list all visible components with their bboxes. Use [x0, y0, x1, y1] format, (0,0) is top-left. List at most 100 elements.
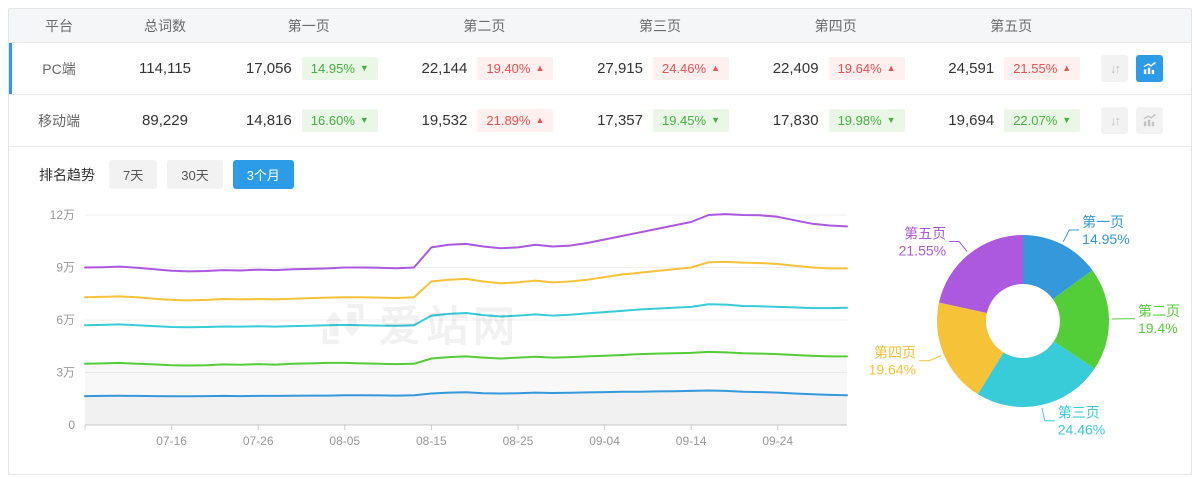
page-count: 19,694	[948, 112, 995, 129]
page2-cell: 19,532 21.89% ▲	[397, 109, 573, 132]
trend-line-chart: 0 3万 6万 9万 12万 07-16 07-26 08-05 08-15 08-25 09-04…	[50, 208, 848, 448]
table-row-pc[interactable]: PC端 114,115 17,056 14.95% ▼ 22,144 19.40%…	[9, 43, 1191, 95]
change-badge: 24.46% ▲	[652, 57, 729, 80]
row-actions: ↓↑	[1099, 107, 1191, 134]
page2-cell: 22,144 19.40% ▲	[397, 57, 573, 80]
col-page3: 第三页	[638, 17, 681, 34]
change-arrow-icon: ▼	[886, 115, 896, 125]
total-words-value: 89,229	[142, 112, 188, 129]
change-badge: 19.64% ▲	[828, 57, 905, 80]
page-share-donut-wrap: 第一页 14.95% 第二页 19.4% 第三页 24.46% 第四页 19.64% 第五页 21…	[853, 197, 1185, 468]
change-pct: 19.45%	[661, 113, 707, 128]
table-row-mobile[interactable]: 移动端 89,229 14,816 16.60% ▼ 19,532 21.89% ▲…	[9, 95, 1191, 147]
svg-text:9万: 9万	[56, 261, 75, 275]
col-page4: 第四页	[814, 17, 857, 34]
svg-text:24.46%: 24.46%	[1058, 422, 1105, 438]
bar-trend-icon	[1143, 61, 1156, 75]
keyword-rank-page: 平台 总词数 第一页 第二页 第三页 第四页 第五页 PC端 114,115 1…	[0, 8, 1200, 477]
svg-text:09-04: 09-04	[589, 434, 620, 448]
change-arrow-icon: ▼	[359, 115, 369, 125]
svg-text:07-26: 07-26	[243, 434, 274, 448]
change-pct: 24.46%	[661, 61, 707, 76]
row-actions: ↓↑	[1099, 55, 1191, 82]
svg-text:3万: 3万	[56, 366, 75, 380]
trend-line-chart-wrap: 0 3万 6万 9万 12万 07-16 07-26 08-05 08-15 08-25 09-04…	[23, 197, 853, 468]
page3-cell: 17,357 19.45% ▼	[572, 109, 748, 132]
col-page2: 第二页	[463, 17, 506, 34]
col-page5: 第五页	[990, 17, 1033, 34]
svg-text:08-15: 08-15	[416, 434, 447, 448]
trend-chart-icon[interactable]	[1136, 55, 1163, 82]
page-count: 19,532	[421, 112, 468, 129]
rank-panel: 平台 总词数 第一页 第二页 第三页 第四页 第五页 PC端 114,115 1…	[8, 8, 1192, 475]
trend-section: 排名趋势 7天 30天 3个月 0 3万 6万 9万 12万 07-16 07-26 08-0…	[9, 147, 1191, 474]
page1-cell: 14,816 16.60% ▼	[221, 109, 397, 132]
change-pct: 21.89%	[486, 113, 531, 128]
trend-title: 排名趋势	[39, 166, 95, 183]
change-badge: 14.95% ▼	[301, 57, 378, 80]
change-arrow-icon: ▲	[535, 63, 545, 73]
svg-text:第四页: 第四页	[874, 345, 916, 361]
svg-text:第一页: 第一页	[1082, 214, 1124, 230]
change-arrow-icon: ▲	[1062, 63, 1072, 73]
change-badge: 19.45% ▼	[652, 109, 729, 132]
change-pct: 19.98%	[837, 113, 882, 128]
page-count: 17,357	[597, 112, 643, 129]
page-count: 22,409	[772, 60, 819, 77]
change-badge: 22.07% ▼	[1004, 109, 1081, 132]
change-badge: 19.40% ▲	[477, 57, 554, 80]
page5-cell: 24,591 21.55% ▲	[923, 57, 1099, 80]
page4-cell: 22,409 19.64% ▲	[748, 57, 924, 80]
page-count: 24,591	[948, 60, 995, 77]
change-badge: 19.98% ▼	[828, 109, 905, 132]
page4-cell: 17,830 19.98% ▼	[748, 109, 924, 132]
change-pct: 22.07%	[1013, 113, 1058, 128]
table-header: 平台 总词数 第一页 第二页 第三页 第四页 第五页	[9, 9, 1191, 43]
change-pct: 19.64%	[837, 61, 882, 76]
change-pct: 16.60%	[310, 113, 355, 128]
bar-trend-icon	[1143, 113, 1156, 127]
svg-text:21.55%: 21.55%	[899, 242, 946, 258]
page-count: 17,830	[772, 112, 819, 129]
charts-area: 0 3万 6万 9万 12万 07-16 07-26 08-05 08-15 08-25 09-04…	[9, 195, 1191, 474]
change-badge: 21.89% ▲	[477, 109, 554, 132]
change-pct: 14.95%	[310, 61, 355, 76]
svg-text:09-14: 09-14	[676, 434, 707, 448]
change-arrow-icon: ▲	[886, 63, 896, 73]
range-tabs: 7天 30天 3个月	[109, 160, 294, 189]
svg-text:19.64%: 19.64%	[869, 362, 916, 378]
svg-text:第三页: 第三页	[1058, 405, 1100, 421]
sort-icon[interactable]: ↓↑	[1101, 55, 1128, 82]
change-arrow-icon: ▼	[1062, 115, 1072, 125]
change-badge: 16.60% ▼	[301, 109, 378, 132]
trend-chart-icon[interactable]	[1136, 107, 1163, 134]
change-arrow-icon: ▼	[711, 115, 720, 125]
change-badge: 21.55% ▲	[1004, 57, 1081, 80]
sort-icon[interactable]: ↓↑	[1101, 107, 1128, 134]
page5-cell: 19,694 22.07% ▼	[923, 109, 1099, 132]
svg-text:07-16: 07-16	[156, 434, 187, 448]
svg-text:第二页: 第二页	[1138, 303, 1180, 319]
svg-text:第五页: 第五页	[904, 225, 946, 241]
page-count: 22,144	[421, 60, 468, 77]
svg-text:12万: 12万	[50, 208, 75, 222]
page-count: 27,915	[597, 60, 643, 77]
svg-text:19.4%: 19.4%	[1138, 320, 1178, 336]
change-pct: 19.40%	[486, 61, 531, 76]
page-count: 14,816	[245, 112, 292, 129]
total-words-value: 114,115	[139, 60, 191, 77]
change-arrow-icon: ▲	[535, 115, 545, 125]
platform-label: 移动端	[38, 112, 80, 129]
tab-30-days[interactable]: 30天	[167, 160, 223, 189]
tab-3-months[interactable]: 3个月	[232, 160, 294, 189]
tab-7-days[interactable]: 7天	[109, 160, 158, 189]
col-total-words: 总词数	[144, 17, 186, 34]
svg-text:14.95%: 14.95%	[1082, 231, 1129, 247]
change-arrow-icon: ▲	[711, 63, 720, 73]
svg-text:08-25: 08-25	[503, 434, 534, 448]
col-page1: 第一页	[287, 17, 330, 34]
trend-header: 排名趋势 7天 30天 3个月	[9, 147, 1191, 195]
svg-text:09-24: 09-24	[762, 434, 793, 448]
svg-text:6万: 6万	[56, 313, 75, 327]
col-platform: 平台	[45, 17, 73, 34]
